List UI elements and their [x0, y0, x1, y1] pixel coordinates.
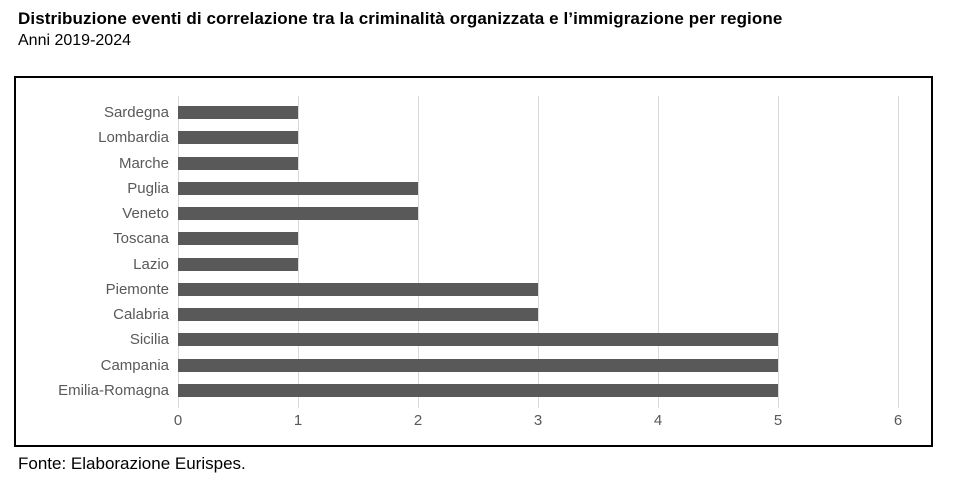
chart-subtitle: Anni 2019-2024	[18, 32, 131, 49]
plot-area: Sardegna Lombardia Marche Puglia Veneto Tosca…	[16, 96, 899, 408]
gridline	[538, 96, 539, 408]
bar-row	[178, 226, 898, 251]
x-tick-label: 6	[893, 412, 903, 429]
category-label: Sardegna	[103, 104, 169, 122]
category-labels: Sardegna Lombardia Marche Puglia Veneto Tosca…	[16, 100, 178, 403]
chart-container: Sardegna Lombardia Marche Puglia Veneto Tosca…	[14, 76, 933, 447]
gridlines	[178, 96, 899, 408]
category-label: Calabria	[113, 306, 169, 324]
x-tick-label: 3	[533, 412, 543, 429]
bar	[178, 333, 778, 347]
bar	[178, 232, 298, 246]
bar	[178, 207, 418, 221]
bar	[178, 383, 778, 397]
gridline	[178, 96, 179, 408]
gridline	[418, 96, 419, 408]
bar	[178, 106, 298, 120]
gridline	[658, 96, 659, 408]
chart-title: Distribuzione eventi di correlazione tra…	[18, 9, 783, 28]
bar	[178, 181, 418, 195]
bar-row	[178, 353, 898, 378]
bar	[178, 257, 298, 271]
bar-row	[178, 327, 898, 352]
x-tick-label: 5	[773, 412, 783, 429]
category-label: Lazio	[133, 255, 169, 273]
bar-row	[178, 151, 898, 176]
gridline	[898, 96, 899, 408]
bar-row	[178, 378, 898, 403]
x-tick-label: 2	[413, 412, 423, 429]
bar	[178, 358, 778, 372]
x-tick-label: 0	[173, 412, 183, 429]
source-note: Fonte: Elaborazione Eurispes.	[18, 454, 246, 473]
category-label: Toscana	[113, 230, 169, 248]
bar-plot	[178, 96, 899, 408]
category-label: Piemonte	[105, 280, 169, 298]
category-label: Marche	[118, 154, 169, 172]
x-axis-ticks: 0 1 2 3 4 5 6	[174, 412, 902, 434]
category-label: Sicilia	[129, 331, 169, 349]
bar-row	[178, 125, 898, 150]
category-label: Emilia-Romagna	[58, 381, 169, 399]
gridline	[298, 96, 299, 408]
category-label: Lombardia	[98, 129, 169, 147]
bar-row	[178, 176, 898, 201]
category-label: Veneto	[122, 205, 169, 223]
bar	[178, 282, 538, 296]
bar-row	[178, 100, 898, 125]
x-tick-label: 1	[293, 412, 303, 429]
bar-rows	[178, 100, 898, 403]
bar-row	[178, 277, 898, 302]
category-label: Puglia	[127, 179, 169, 197]
bar	[178, 156, 298, 170]
x-tick-label: 4	[653, 412, 663, 429]
gridline	[778, 96, 779, 408]
bar-row	[178, 302, 898, 327]
bar	[178, 131, 298, 145]
category-label: Campania	[100, 356, 169, 374]
bar-row	[178, 252, 898, 277]
bar	[178, 308, 538, 322]
bar-row	[178, 201, 898, 226]
